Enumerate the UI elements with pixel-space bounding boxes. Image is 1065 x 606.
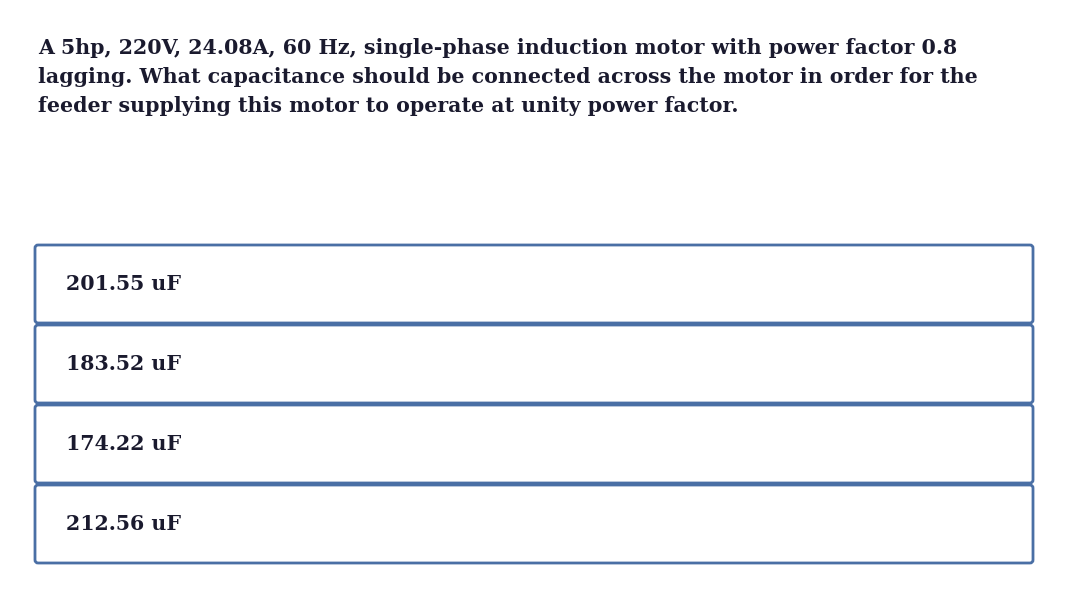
Text: 201.55 uF: 201.55 uF bbox=[66, 274, 181, 294]
Text: 212.56 uF: 212.56 uF bbox=[66, 514, 181, 534]
FancyBboxPatch shape bbox=[35, 485, 1033, 563]
Text: 174.22 uF: 174.22 uF bbox=[66, 434, 181, 454]
Text: 183.52 uF: 183.52 uF bbox=[66, 354, 181, 374]
FancyBboxPatch shape bbox=[35, 325, 1033, 403]
FancyBboxPatch shape bbox=[35, 245, 1033, 323]
Text: A 5hp, 220V, 24.08A, 60 Hz, single-phase induction motor with power factor 0.8
l: A 5hp, 220V, 24.08A, 60 Hz, single-phase… bbox=[38, 38, 978, 116]
FancyBboxPatch shape bbox=[35, 405, 1033, 483]
